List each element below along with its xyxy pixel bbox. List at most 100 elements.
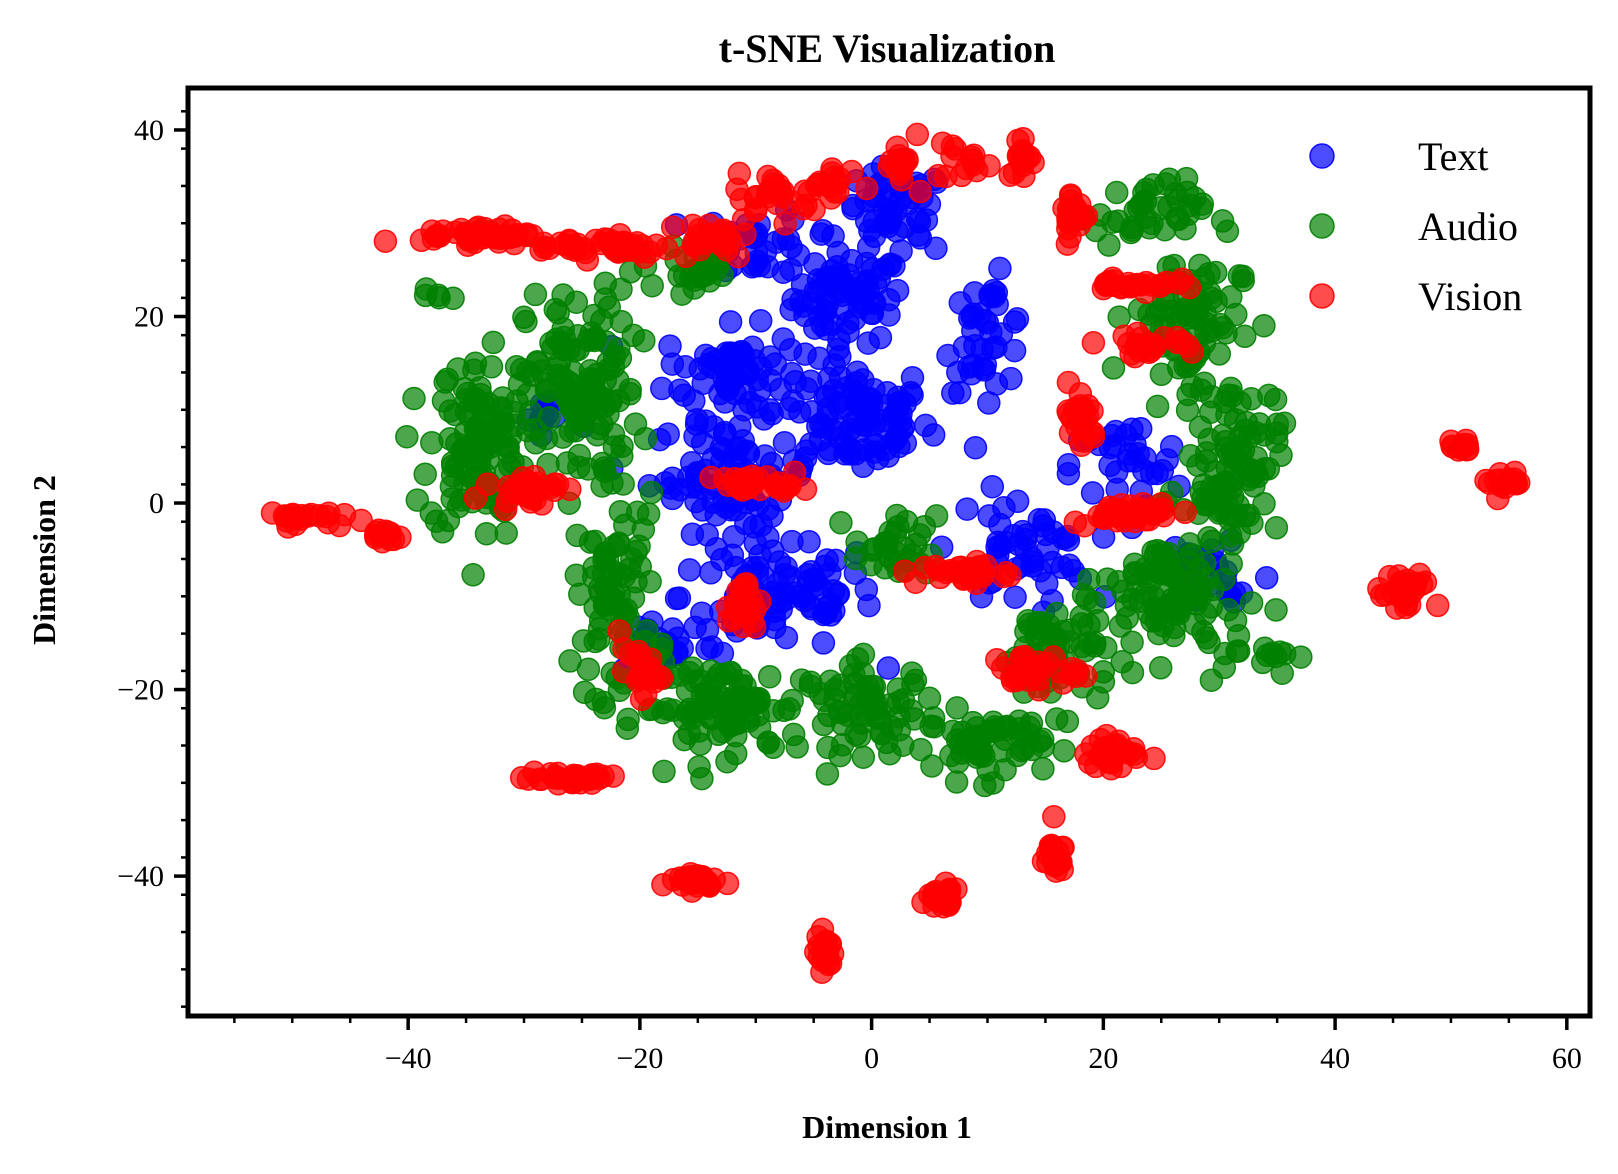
data-point (1176, 382, 1200, 407)
data-point (1028, 558, 1053, 583)
data-point (1108, 614, 1133, 638)
data-point (911, 890, 935, 915)
data-point (905, 122, 930, 147)
data-point (523, 282, 548, 307)
data-point (1005, 489, 1030, 514)
data-point (917, 686, 942, 711)
data-point (1254, 566, 1279, 590)
data-point (640, 273, 664, 298)
data-point (629, 687, 654, 711)
data-point (454, 387, 479, 412)
data-point (817, 366, 841, 391)
legend: Text Audio Vision (1309, 134, 1522, 319)
data-point (1197, 526, 1221, 550)
data-point (402, 386, 426, 411)
data-point (1173, 500, 1197, 525)
data-point (552, 337, 576, 362)
data-point (823, 677, 848, 702)
data-point (877, 201, 902, 226)
data-point (779, 235, 803, 259)
data-point (984, 335, 1008, 359)
data-point (693, 409, 718, 433)
data-point (810, 218, 835, 243)
data-point (1038, 834, 1063, 858)
data-point (1026, 654, 1050, 679)
data-point (471, 226, 496, 250)
data-point (1233, 324, 1257, 349)
data-point (1011, 141, 1036, 165)
data-point (590, 474, 614, 498)
data-point (1065, 658, 1089, 683)
data-point (639, 480, 664, 505)
data-point (1160, 560, 1184, 584)
x-tick-label: 0 (864, 1042, 879, 1075)
data-point (420, 430, 444, 455)
data-point (977, 391, 1001, 415)
data-point (772, 479, 796, 503)
data-point (1210, 473, 1235, 498)
data-point (1005, 307, 1030, 331)
data-point (889, 401, 913, 426)
data-point (624, 539, 648, 564)
data-point (1228, 439, 1253, 464)
legend-label-audio: Audio (1418, 204, 1518, 249)
data-point (802, 567, 827, 591)
data-point (771, 260, 796, 284)
data-point (1104, 180, 1129, 205)
data-point (1056, 461, 1081, 486)
data-point (780, 529, 804, 554)
data-point (813, 930, 837, 954)
data-point (565, 523, 589, 548)
data-point (731, 429, 755, 453)
data-point (963, 435, 988, 460)
axes-layer: −40 −20 0 20 40 60 −40 −20 0 20 40 (117, 85, 1593, 1075)
chart-title: t-SNE Visualization (719, 26, 1056, 71)
data-point (729, 187, 754, 212)
data-point (1210, 209, 1235, 233)
data-point (512, 305, 536, 330)
data-point (597, 295, 621, 319)
data-point (682, 276, 706, 300)
data-point (731, 207, 756, 232)
data-point (546, 363, 570, 388)
data-point (1129, 272, 1153, 297)
data-point (1017, 715, 1042, 740)
legend-marker-audio (1309, 213, 1335, 239)
data-point (1200, 319, 1224, 343)
data-point (1106, 209, 1130, 233)
data-point (748, 477, 772, 502)
data-point (1190, 192, 1215, 216)
data-point (445, 432, 469, 456)
data-point (669, 663, 693, 687)
data-point (592, 593, 617, 617)
data-point (691, 867, 715, 892)
data-point (378, 521, 402, 545)
data-point (854, 176, 879, 201)
plot-frame (185, 85, 1593, 1019)
data-point (494, 521, 518, 545)
data-point (729, 692, 753, 717)
data-point (1083, 631, 1107, 655)
data-point (471, 401, 496, 425)
data-point (713, 356, 738, 380)
data-point (1056, 399, 1080, 423)
data-point (811, 631, 836, 655)
data-point (1142, 746, 1166, 771)
y-tick-label: −40 (117, 860, 164, 893)
data-point (479, 355, 504, 379)
data-point (1006, 532, 1031, 557)
y-tick-label: −20 (117, 674, 164, 707)
data-point (859, 387, 883, 412)
data-point (1133, 508, 1158, 532)
data-point (602, 534, 627, 559)
x-axis-label: Dimension 1 (802, 1109, 972, 1145)
data-point (1097, 233, 1121, 257)
data-point (1163, 182, 1188, 206)
data-point (984, 280, 1009, 305)
data-point (1098, 453, 1122, 478)
data-point (794, 439, 819, 463)
data-point (580, 763, 605, 787)
data-point (937, 891, 961, 915)
data-point (1243, 459, 1268, 484)
